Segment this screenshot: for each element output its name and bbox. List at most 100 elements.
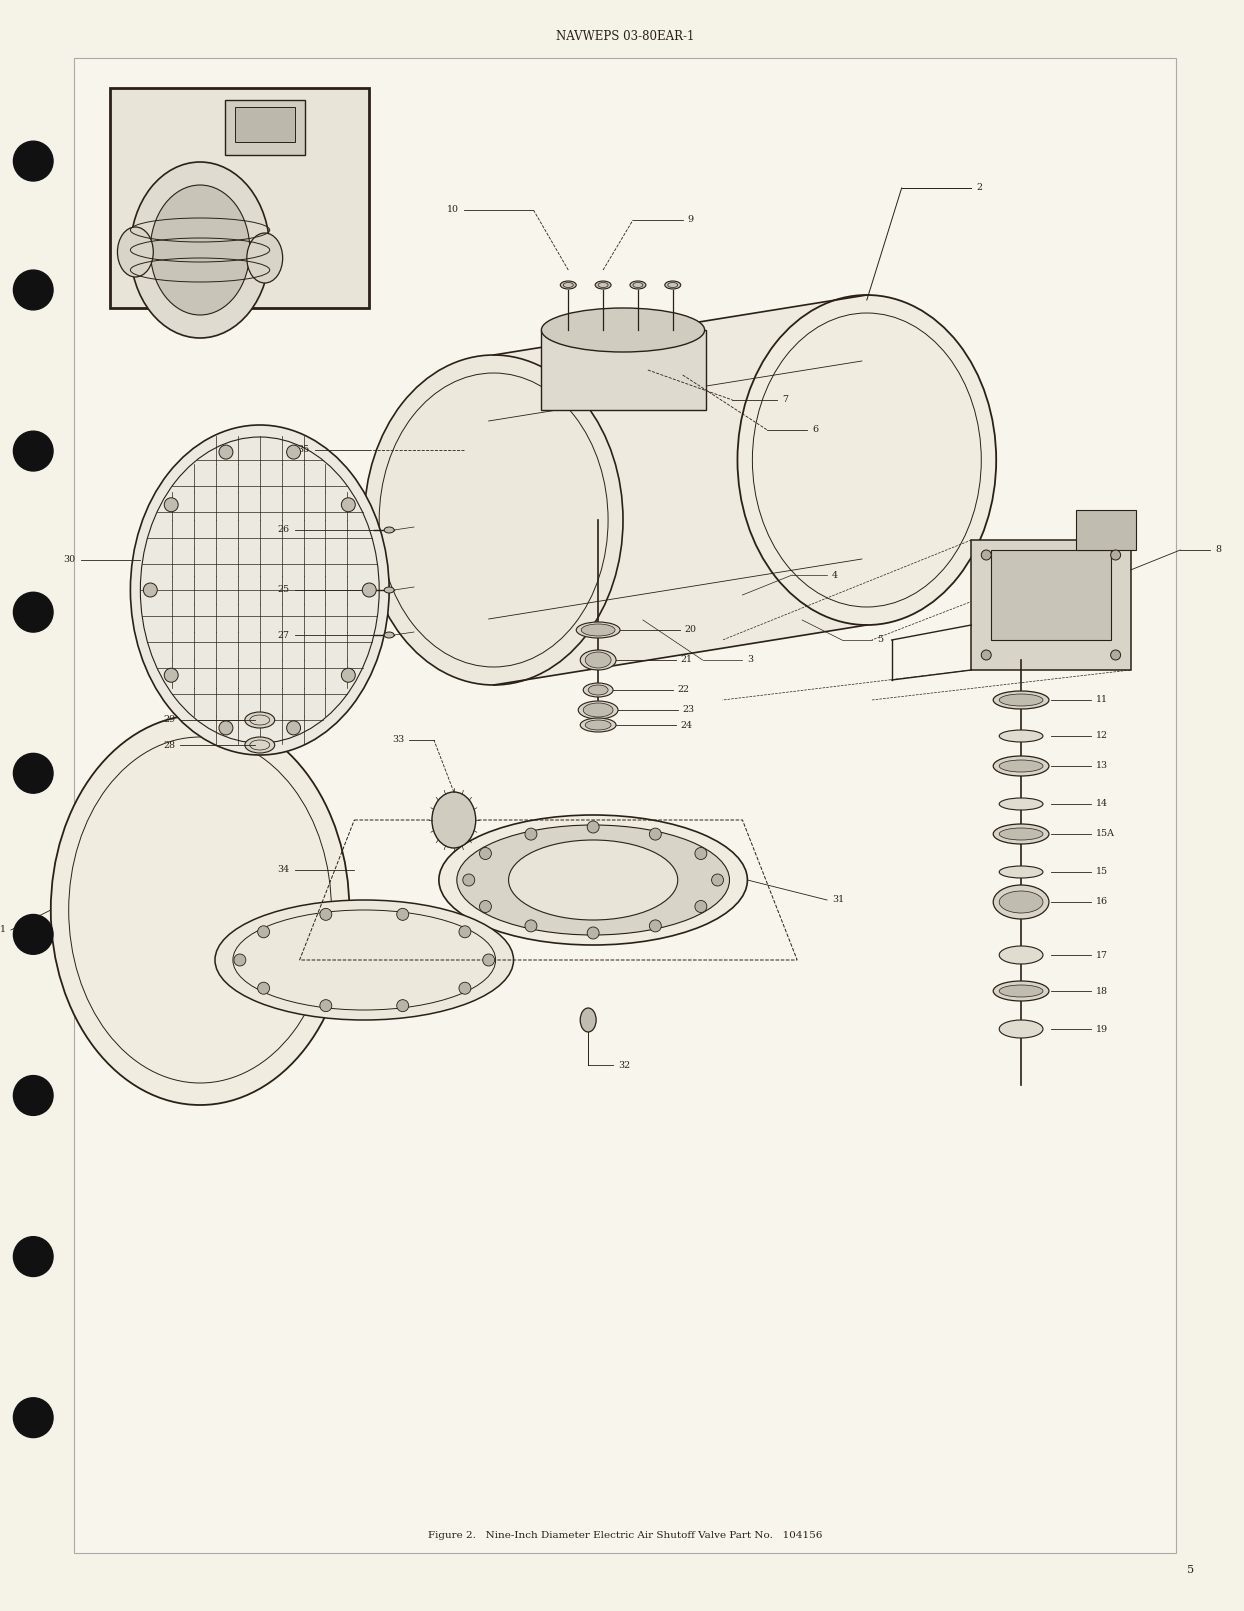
Ellipse shape — [364, 354, 623, 685]
Ellipse shape — [384, 632, 394, 638]
Ellipse shape — [117, 227, 153, 277]
Text: 15: 15 — [1096, 867, 1108, 876]
Ellipse shape — [999, 760, 1042, 772]
Ellipse shape — [588, 685, 608, 694]
Ellipse shape — [999, 828, 1042, 839]
Ellipse shape — [432, 793, 475, 847]
Circle shape — [459, 983, 471, 994]
Bar — [73, 58, 1177, 1553]
Ellipse shape — [595, 280, 611, 288]
Text: 26: 26 — [277, 525, 290, 535]
Ellipse shape — [993, 823, 1049, 844]
Ellipse shape — [131, 425, 389, 756]
Text: 28: 28 — [163, 741, 175, 749]
Circle shape — [258, 926, 270, 938]
Ellipse shape — [583, 702, 613, 717]
Ellipse shape — [993, 981, 1049, 1000]
Text: 6: 6 — [812, 425, 819, 435]
Circle shape — [258, 983, 270, 994]
Ellipse shape — [578, 701, 618, 719]
Ellipse shape — [245, 712, 275, 728]
Circle shape — [1111, 549, 1121, 561]
Ellipse shape — [580, 649, 616, 670]
Text: 13: 13 — [1096, 762, 1108, 770]
Text: 21: 21 — [680, 656, 693, 664]
Text: 11: 11 — [1096, 696, 1107, 704]
Ellipse shape — [384, 527, 394, 533]
Text: Figure 2.   Nine-Inch Diameter Electric Air Shutoff Valve Part No.   104156: Figure 2. Nine-Inch Diameter Electric Ai… — [428, 1530, 822, 1540]
Circle shape — [982, 549, 991, 561]
Circle shape — [14, 754, 53, 793]
Circle shape — [587, 822, 600, 833]
Ellipse shape — [585, 720, 611, 730]
Circle shape — [320, 909, 332, 920]
Text: 4: 4 — [832, 570, 838, 580]
Ellipse shape — [738, 295, 996, 625]
Text: NAVWEPS 03-80EAR-1: NAVWEPS 03-80EAR-1 — [556, 29, 694, 42]
Circle shape — [286, 445, 301, 459]
Circle shape — [463, 875, 475, 886]
Text: 32: 32 — [618, 1060, 631, 1070]
Ellipse shape — [151, 185, 250, 316]
Ellipse shape — [245, 736, 275, 752]
Text: 7: 7 — [782, 395, 789, 404]
Ellipse shape — [583, 683, 613, 698]
Ellipse shape — [560, 280, 576, 288]
Text: 22: 22 — [678, 686, 689, 694]
Circle shape — [479, 901, 491, 912]
Ellipse shape — [384, 586, 394, 593]
Bar — [225, 100, 305, 155]
Text: 20: 20 — [684, 625, 697, 635]
Bar — [972, 540, 1131, 670]
Circle shape — [164, 669, 178, 681]
Ellipse shape — [580, 719, 616, 731]
Text: 33: 33 — [392, 736, 404, 744]
Circle shape — [479, 847, 491, 860]
Ellipse shape — [993, 884, 1049, 918]
Ellipse shape — [999, 1020, 1042, 1037]
Circle shape — [695, 847, 707, 860]
Text: 34: 34 — [277, 865, 290, 875]
Bar — [111, 89, 369, 308]
Ellipse shape — [509, 839, 678, 920]
Polygon shape — [494, 295, 867, 685]
Circle shape — [1111, 649, 1121, 661]
Ellipse shape — [541, 308, 704, 351]
Ellipse shape — [999, 730, 1042, 743]
Circle shape — [525, 920, 537, 931]
Ellipse shape — [999, 867, 1042, 878]
Text: 9: 9 — [688, 216, 694, 224]
Circle shape — [649, 920, 662, 931]
Circle shape — [459, 926, 471, 938]
Text: 24: 24 — [680, 720, 693, 730]
Ellipse shape — [585, 652, 611, 669]
Circle shape — [234, 954, 246, 967]
Circle shape — [143, 583, 157, 598]
Circle shape — [397, 909, 409, 920]
Circle shape — [362, 583, 376, 598]
Circle shape — [341, 498, 356, 512]
Circle shape — [483, 954, 495, 967]
Ellipse shape — [439, 815, 748, 946]
Bar — [1076, 511, 1136, 549]
Circle shape — [14, 271, 53, 309]
Ellipse shape — [999, 797, 1042, 810]
Circle shape — [695, 901, 707, 912]
Circle shape — [14, 432, 53, 470]
Text: 1: 1 — [0, 925, 6, 934]
Circle shape — [320, 1000, 332, 1012]
Text: 29: 29 — [163, 715, 175, 725]
Circle shape — [397, 1000, 409, 1012]
Text: 14: 14 — [1096, 799, 1107, 809]
Text: 2: 2 — [977, 184, 983, 192]
Text: 3: 3 — [748, 656, 754, 664]
Ellipse shape — [664, 280, 680, 288]
Ellipse shape — [629, 280, 646, 288]
Ellipse shape — [999, 984, 1042, 997]
Text: 17: 17 — [1096, 950, 1107, 960]
Text: 5: 5 — [1187, 1564, 1194, 1576]
Ellipse shape — [580, 1008, 596, 1033]
Circle shape — [525, 828, 537, 839]
Text: 15A: 15A — [1096, 830, 1115, 838]
Text: 8: 8 — [1215, 546, 1222, 554]
